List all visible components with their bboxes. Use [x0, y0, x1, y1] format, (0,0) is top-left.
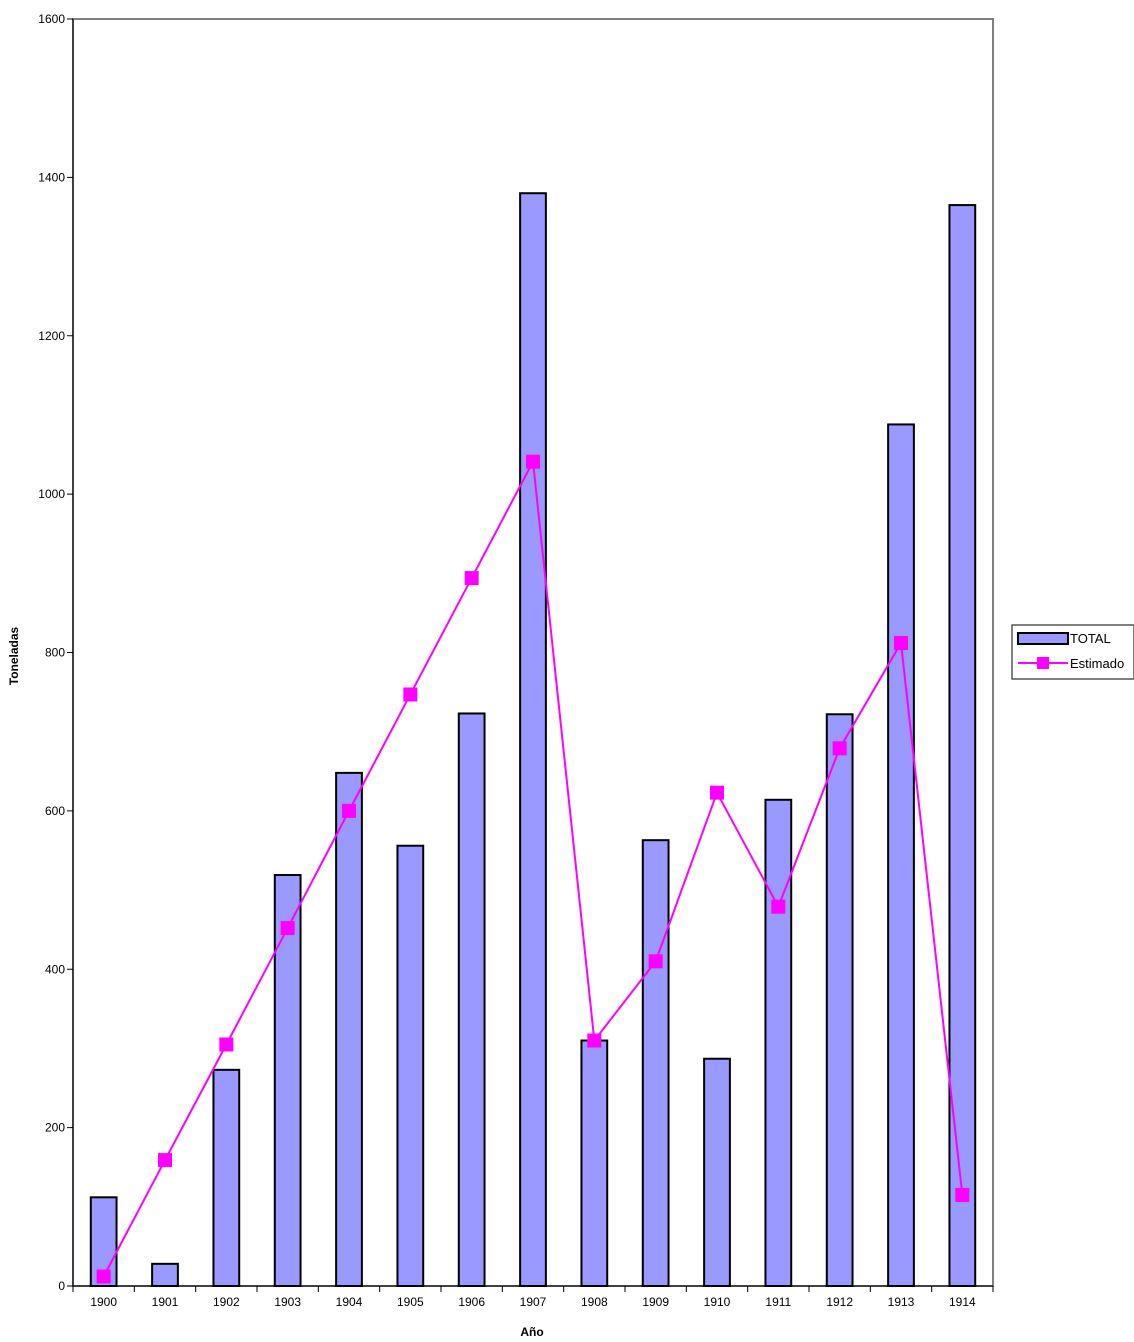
bar-total-1901 — [151, 1262, 179, 1288]
legend-swatch-total — [1017, 632, 1069, 645]
x-tick-label-1906: 1906 — [458, 1295, 485, 1309]
marker-estimado-1909 — [648, 954, 663, 969]
bar-total-1907 — [519, 192, 547, 1287]
line-layer — [96, 454, 970, 1284]
x-tick-label-1903: 1903 — [274, 1295, 301, 1309]
y-tick-label-0: 0 — [58, 1279, 65, 1293]
marker-estimado-1902 — [219, 1037, 234, 1052]
legend-label-total: TOTAL — [1070, 631, 1111, 646]
bar-total-1906 — [457, 712, 486, 1287]
x-tick-label-1913: 1913 — [888, 1295, 915, 1309]
y-tick-label-1000: 1000 — [38, 487, 65, 501]
marker-estimado-1907 — [526, 454, 540, 469]
x-tick-label-1904: 1904 — [336, 1295, 363, 1309]
marker-estimado-1905 — [403, 687, 418, 702]
marker-estimado-1904 — [342, 803, 356, 818]
bar-total-1905 — [396, 844, 425, 1288]
y-tick-label-1200: 1200 — [38, 329, 65, 343]
marker-estimado-1911 — [771, 899, 786, 914]
marker-estimado-1901 — [158, 1153, 172, 1168]
x-tick-label-1911: 1911 — [765, 1295, 791, 1309]
bar-total-1912 — [825, 713, 854, 1287]
x-tick-label-1912: 1912 — [826, 1295, 853, 1309]
x-tick-label-1900: 1900 — [90, 1295, 117, 1309]
bars-layer — [89, 192, 977, 1288]
y-tick-label-1600: 1600 — [38, 12, 65, 26]
x-tick-label-1914: 1914 — [949, 1295, 976, 1309]
x-tick-label-1907: 1907 — [520, 1295, 547, 1309]
bar-total-1913 — [887, 423, 915, 1287]
y-tick-label-800: 800 — [45, 646, 65, 660]
x-tick-label-1909: 1909 — [642, 1295, 669, 1309]
marker-estimado-1900 — [96, 1269, 111, 1284]
y-tick-label-200: 200 — [45, 1121, 65, 1135]
bar-total-1911 — [764, 798, 793, 1287]
marker-estimado-1903 — [280, 921, 295, 936]
legend: TOTAL Estimado — [1011, 624, 1134, 680]
bar-total-1914 — [948, 204, 977, 1288]
marker-estimado-1914 — [955, 1187, 970, 1202]
x-tick-label-1902: 1902 — [213, 1295, 240, 1309]
y-axis-title: Toneladas — [7, 626, 21, 685]
legend-label-estimado: Estimado — [1070, 656, 1124, 671]
y-tick-label-1400: 1400 — [38, 170, 65, 184]
x-tick-label-1908: 1908 — [581, 1295, 608, 1309]
x-axis-title: Año — [520, 1325, 543, 1339]
x-tick-label-1905: 1905 — [397, 1295, 424, 1309]
bar-total-1903 — [273, 874, 302, 1287]
legend-marker-estimado — [1037, 657, 1049, 669]
marker-estimado-1912 — [832, 741, 847, 756]
marker-estimado-1910 — [710, 785, 724, 800]
x-tick-label-1901: 1901 — [152, 1295, 179, 1309]
x-tick-label-1910: 1910 — [704, 1295, 731, 1309]
axes-layer: 0 200 400 600 800 1000 1200 1400 1600 1900 1901 190… — [38, 12, 994, 1309]
bar-total-1908 — [580, 1039, 609, 1288]
bar-total-1902 — [212, 1068, 241, 1287]
marker-estimado-1913 — [894, 635, 908, 650]
bar-total-1904 — [335, 771, 363, 1287]
y-tick-label-600: 600 — [45, 804, 65, 818]
marker-estimado-1908 — [587, 1033, 602, 1048]
bar-total-1909 — [641, 839, 670, 1287]
marker-estimado-1906 — [464, 571, 479, 586]
y-tick-label-400: 400 — [45, 962, 65, 976]
bar-total-1910 — [703, 1057, 731, 1288]
